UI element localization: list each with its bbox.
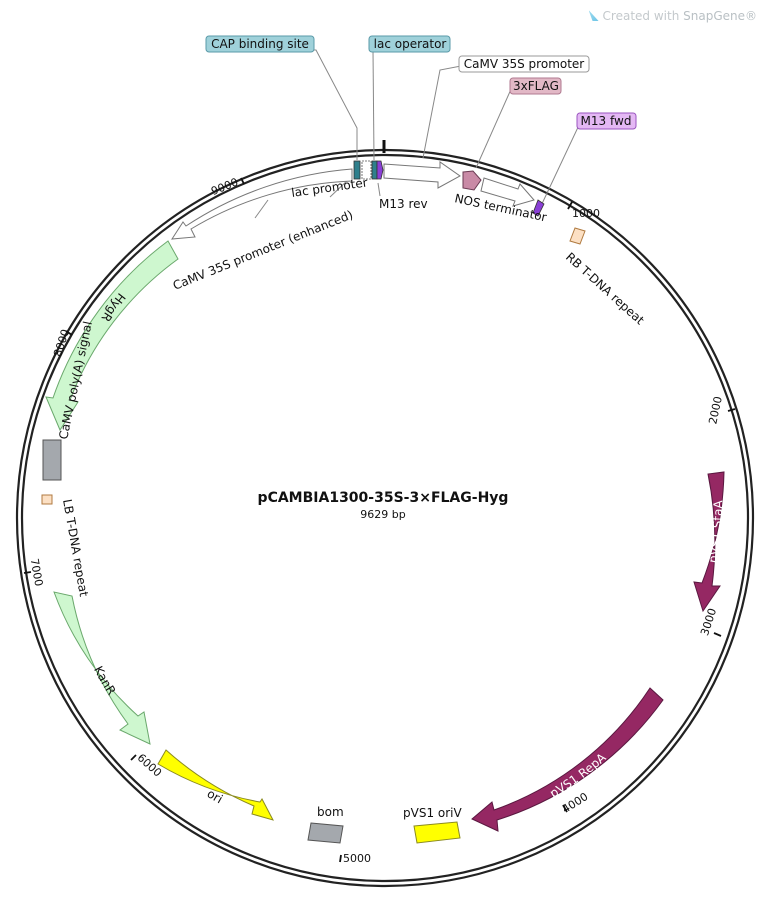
feature-3xflag (462, 170, 482, 191)
plasmid-length: 9629 bp (360, 508, 405, 521)
feature-pvs1-repa (471, 687, 664, 832)
feature-m13-fwd (532, 199, 545, 217)
tick-mark-8000 (65, 330, 73, 336)
leader-m13-rev (377, 182, 381, 197)
leader-cap-binding-site (310, 49, 358, 160)
snapgene-logo-icon (588, 10, 599, 21)
callout-box-m13-fwd (576, 112, 637, 130)
feature-lac-operator (371, 160, 378, 180)
leader-camv-35s-promoter (422, 65, 462, 159)
feature-label-lb-tdna-repeat: LB T-DNA repeat (60, 498, 91, 598)
watermark-prefix: Created with (602, 9, 684, 23)
callout-box-lac-operator (368, 35, 451, 53)
tick-label-7000: 7000 (28, 557, 46, 587)
tick-label-9000: 9000 (209, 175, 240, 198)
feature-cap-binding-site (353, 160, 361, 180)
feature-pvs1-oriv (413, 821, 461, 844)
tick-label-8000: 8000 (51, 328, 72, 359)
tick-mark-6000 (130, 754, 137, 761)
feature-label-pvs1-staa: pVS1 StaA (706, 500, 726, 565)
snapgene-watermark: Created with SnapGene® (588, 9, 757, 23)
callout-label-camv-35s-promoter: CaMV 35S promoter (464, 57, 585, 71)
tick-mark-2000 (727, 408, 736, 412)
feature-camv-35s-enhanced (171, 168, 353, 240)
callout-box-cap-binding-site (205, 35, 315, 53)
feature-m13-rev (376, 160, 384, 180)
leader-lac-operator (372, 49, 375, 161)
feature-label-pvs1-oriv: pVS1 oriV (403, 806, 463, 820)
callout-box-3xflag (509, 77, 562, 95)
tick-label-3000: 3000 (698, 607, 719, 638)
feature-camv-polya-signal (42, 439, 62, 481)
feature-label-rb-tdna-repeat: RB T-DNA repeat (563, 250, 647, 328)
leader-m13-fwd (539, 122, 581, 209)
feature-pvs1-staa (693, 471, 725, 613)
tick-label-5000: 5000 (343, 852, 371, 865)
feature-ori (157, 749, 274, 821)
feature-label-m13-rev: M13 rev (379, 197, 428, 211)
feature-label-ori: ori (205, 786, 226, 806)
leader-camv-35s-enhanced (254, 199, 269, 219)
callout-box-camv-35s-promoter (458, 55, 590, 73)
tick-label-2000: 2000 (706, 395, 725, 425)
feature-kanr (53, 591, 151, 745)
feature-label-bom: bom (317, 805, 344, 819)
callout-label-cap-binding-site: CAP binding site (211, 37, 309, 51)
callout-label-3xflag: 3xFLAG (513, 79, 559, 93)
tick-mark-7000 (23, 571, 32, 574)
tick-mark-3000 (713, 632, 722, 637)
watermark-brand: SnapGene® (683, 9, 757, 23)
callout-label-m13-fwd: M13 fwd (581, 114, 632, 128)
callout-label-lac-operator: lac operator (374, 37, 447, 51)
tick-mark-9000 (240, 177, 245, 185)
feature-rb-tdna-repeat (569, 227, 586, 245)
tick-mark-1000 (567, 201, 573, 210)
backbone-inner-ring (20, 153, 750, 883)
plasmid-name: pCAMBIA1300-35S-3×FLAG-Hyg (258, 490, 509, 506)
leader-3xflag (475, 86, 513, 169)
feature-lb-tdna-repeat (41, 494, 53, 505)
feature-hygr (45, 240, 179, 432)
feature-lac-promoter-small (361, 160, 372, 180)
feature-label-kanr: KanR (91, 664, 119, 698)
feature-camv-35s-promoter (383, 161, 461, 189)
feature-nos-terminator (480, 177, 535, 207)
feature-bom (307, 822, 344, 844)
tick-label-1000: 1000 (572, 207, 600, 220)
tick-mark-4000 (562, 804, 568, 813)
tick-mark-5000 (339, 854, 342, 863)
